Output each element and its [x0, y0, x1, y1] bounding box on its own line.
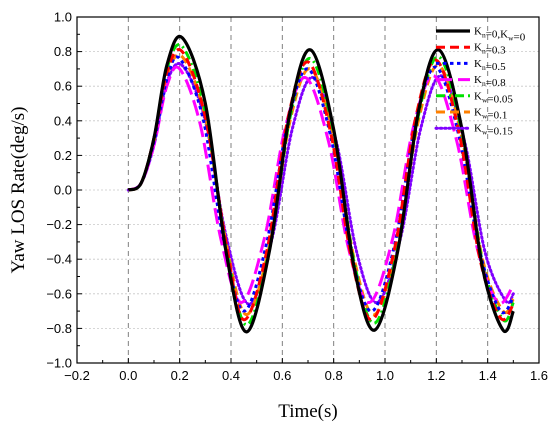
series-line	[127, 55, 515, 315]
legend-label: Kw=0.05	[474, 90, 513, 105]
series-line	[127, 48, 515, 322]
legend-label: Kw=0.15	[474, 123, 513, 138]
x-tick-label: 0.6	[273, 368, 291, 383]
y-tick-label: −0.6	[46, 286, 72, 301]
y-tick-label: −0.4	[46, 252, 72, 267]
series-line	[127, 34, 515, 334]
x-tick-label: 0.8	[325, 368, 343, 383]
legend-label: Kw=0.1	[474, 107, 507, 122]
y-tick-label: −0.8	[46, 321, 72, 336]
y-tick-label: 1.0	[54, 10, 72, 25]
y-tick-label: 0.8	[54, 44, 72, 59]
ticks-layer: −0.2 0.0 0.2 0.4 0.6 0.8 1.0 1.2 1.4 1.6 −1.0 −0.8 −…	[46, 10, 548, 384]
legend: Kn=0,Kw=0Kn=0.3Kn=0.5Kn=0.8Kw=0.05 Kw=0.1…	[434, 26, 526, 138]
series-line	[127, 43, 515, 327]
y-tick-label: 0.6	[54, 79, 72, 94]
x-tick-label: 0.2	[171, 368, 189, 383]
y-axis-title: Yaw LOS Rate(deg/s)	[8, 107, 29, 274]
series-layer	[126, 34, 515, 334]
x-tick-label: 1.0	[376, 368, 394, 383]
x-tick-label: 1.2	[427, 368, 445, 383]
x-tick-label: 0.0	[119, 368, 137, 383]
x-tick-label: 1.4	[479, 368, 497, 383]
y-tick-label: 0.0	[54, 183, 72, 198]
x-tick-label: 0.4	[222, 368, 240, 383]
y-tick-label: 0.2	[54, 148, 72, 163]
series-line	[127, 65, 515, 306]
y-tick-label: 0.4	[54, 113, 72, 128]
legend-label: Kn=0.5	[474, 58, 506, 73]
legend-label: Kn=0.3	[474, 42, 506, 57]
y-tick-label: −0.2	[46, 217, 72, 232]
x-tick-label: 1.6	[530, 368, 548, 383]
y-tick-label: −1.0	[46, 356, 72, 371]
x-axis-title: Time(s)	[278, 401, 337, 422]
legend-label: Kn=0.8	[474, 74, 506, 89]
x-tick-label: −0.2	[64, 368, 90, 383]
legend-label: Kn=0,Kw=0	[474, 26, 526, 44]
